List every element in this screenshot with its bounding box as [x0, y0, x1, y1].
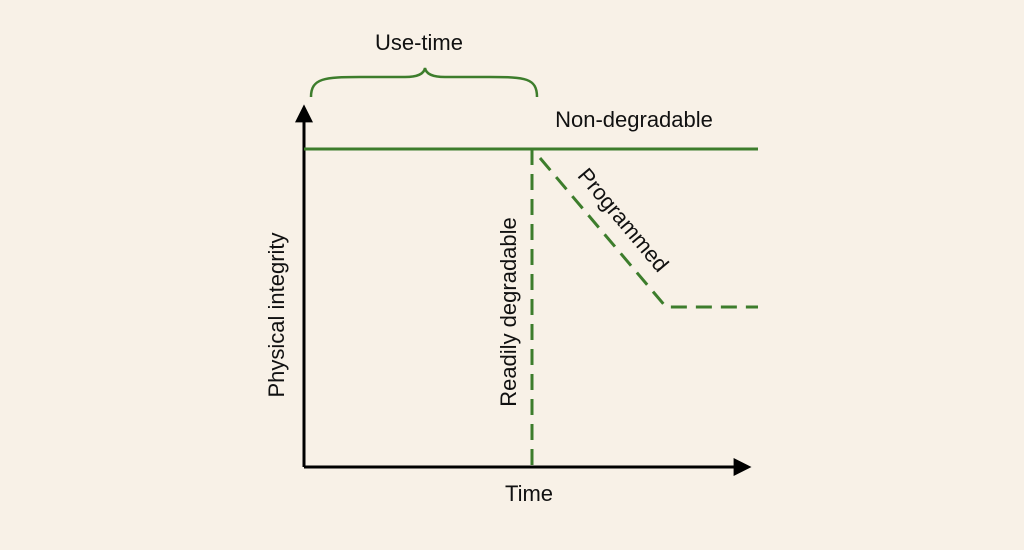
curve-label: Readily degradable: [496, 217, 521, 407]
y-axis-label: Physical integrity: [264, 232, 289, 397]
x-axis-label: Time: [505, 481, 553, 506]
programmed-line: [538, 157, 758, 309]
brace-label: Use-time: [375, 30, 463, 55]
use-time-brace: [309, 67, 539, 98]
curve-label: Non-degradable: [555, 107, 713, 132]
